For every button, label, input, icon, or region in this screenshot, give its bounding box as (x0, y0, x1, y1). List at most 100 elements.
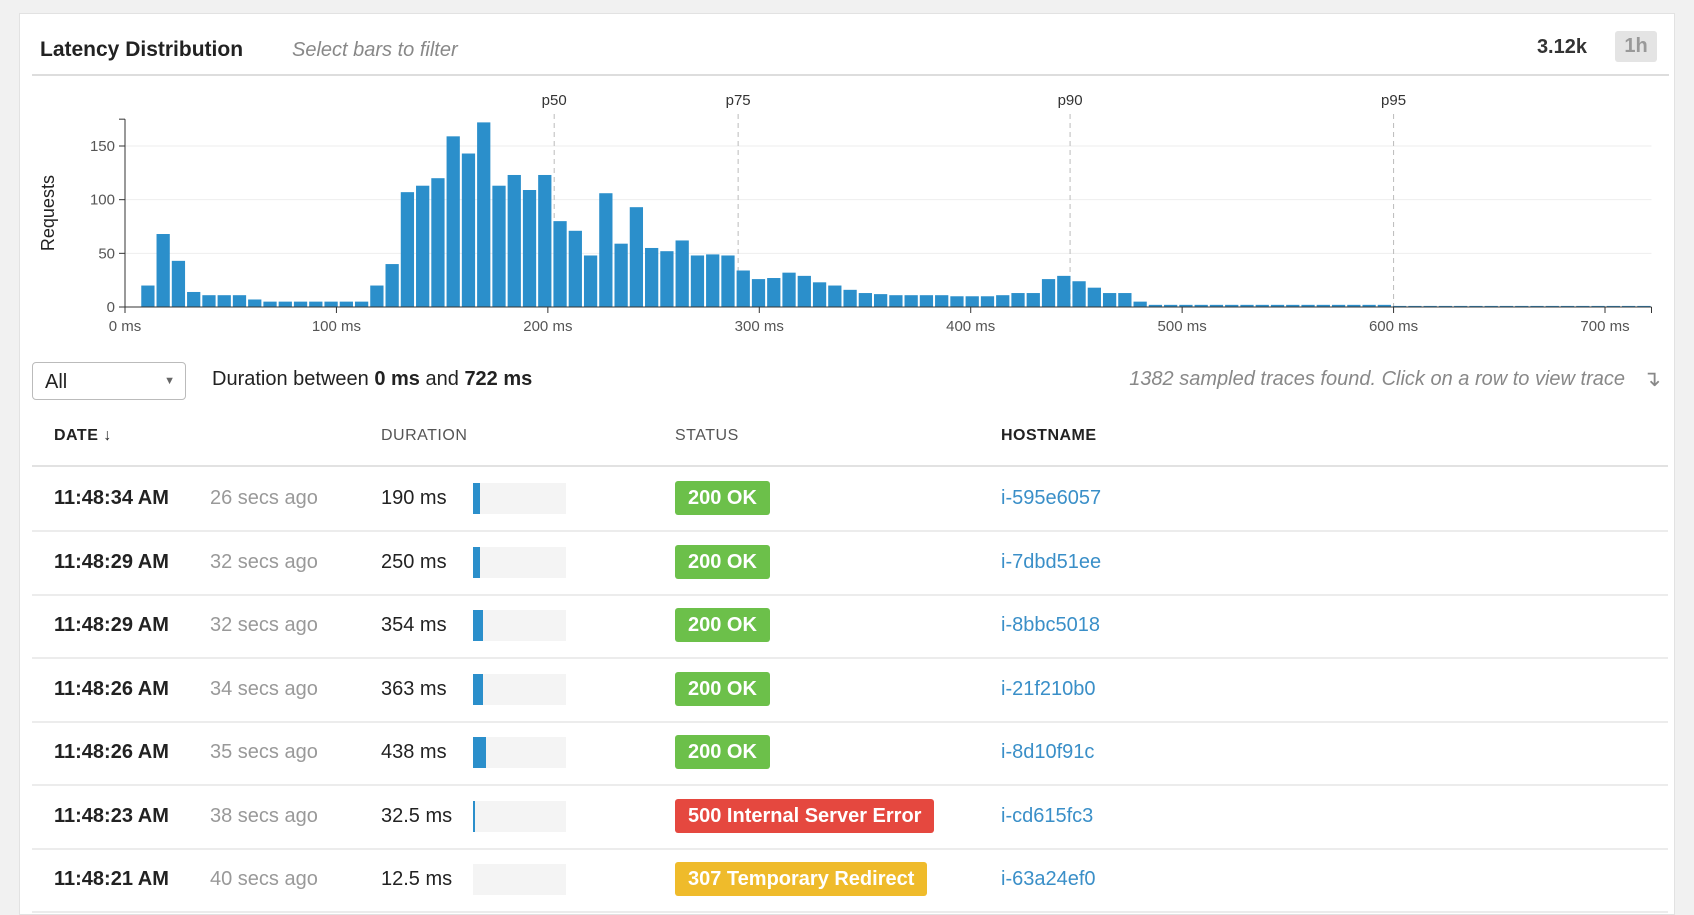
histogram-bar[interactable] (812, 282, 827, 307)
hostname-link[interactable]: i-8d10f91c (1001, 741, 1095, 763)
histogram-bar[interactable] (1576, 305, 1590, 307)
histogram-bar[interactable] (965, 296, 979, 307)
histogram-bar[interactable] (980, 296, 995, 307)
histogram-bar[interactable] (522, 190, 537, 307)
histogram-bar[interactable] (339, 301, 353, 307)
histogram-bar[interactable] (1225, 304, 1239, 307)
histogram-bar[interactable] (1591, 305, 1605, 307)
histogram-bar[interactable] (629, 207, 644, 307)
histogram-bar[interactable] (553, 221, 567, 307)
column-header-date[interactable]: DATE ↓ (54, 427, 112, 444)
histogram-bar[interactable] (278, 301, 292, 307)
histogram-bar[interactable] (1087, 287, 1101, 307)
histogram-bar[interactable] (950, 296, 964, 307)
time-range-button[interactable]: 1h (1615, 31, 1657, 62)
histogram-bar[interactable] (996, 295, 1010, 307)
histogram-bar[interactable] (935, 295, 949, 307)
histogram-bar[interactable] (171, 260, 186, 307)
histogram-bar[interactable] (1637, 305, 1651, 307)
column-header-status[interactable]: STATUS (675, 427, 739, 444)
column-header-hostname[interactable]: HOSTNAME (1001, 427, 1097, 444)
histogram-bar[interactable] (1423, 305, 1437, 307)
table-row[interactable]: 11:48:29 AM 32 secs ago 250 ms 200 OK i-… (32, 531, 1668, 596)
histogram-bar[interactable] (1102, 293, 1117, 307)
histogram-bar[interactable] (477, 122, 491, 308)
table-row[interactable]: 11:48:26 AM 35 secs ago 438 ms 200 OK i-… (32, 721, 1668, 786)
histogram-bar[interactable] (217, 295, 231, 307)
histogram-bar[interactable] (675, 240, 689, 307)
histogram-bar[interactable] (1011, 293, 1025, 307)
histogram-bar[interactable] (599, 193, 613, 307)
histogram-bar[interactable] (1377, 304, 1392, 307)
histogram-bar[interactable] (1331, 304, 1346, 307)
histogram-bar[interactable] (1362, 304, 1376, 307)
hostname-link[interactable]: i-8bbc5018 (1001, 614, 1100, 636)
histogram-bar[interactable] (1179, 304, 1193, 307)
histogram-bar[interactable] (416, 185, 430, 307)
status-filter-select[interactable]: All ▼ (32, 362, 186, 400)
histogram-bar[interactable] (1041, 279, 1056, 307)
histogram-bar[interactable] (202, 295, 216, 307)
histogram-bar[interactable] (1408, 305, 1422, 307)
histogram-bar[interactable] (706, 254, 720, 307)
histogram-bar[interactable] (904, 295, 918, 307)
histogram-bar[interactable] (919, 295, 934, 307)
hostname-link[interactable]: i-7dbd51ee (1001, 550, 1102, 573)
histogram-bar[interactable] (507, 174, 521, 307)
histogram-bar[interactable] (431, 178, 445, 307)
histogram-bar[interactable] (1515, 305, 1529, 307)
histogram-bar[interactable] (1316, 304, 1330, 307)
histogram-bar[interactable] (782, 272, 796, 307)
column-header-duration[interactable]: DURATION (381, 427, 468, 444)
histogram-bar[interactable] (721, 255, 735, 307)
histogram-bar[interactable] (843, 289, 857, 307)
hostname-link[interactable]: i-cd615fc3 (1001, 804, 1094, 827)
histogram-bar[interactable] (141, 285, 155, 307)
histogram-bar[interactable] (1133, 301, 1147, 307)
histogram-bar[interactable] (232, 295, 247, 307)
histogram-bar[interactable] (400, 192, 415, 307)
histogram-bar[interactable] (370, 285, 384, 307)
histogram-bar[interactable] (1606, 305, 1620, 307)
histogram-bar[interactable] (156, 234, 170, 307)
histogram-bar[interactable] (583, 255, 598, 307)
histogram-bar[interactable] (538, 174, 552, 307)
histogram-bar[interactable] (1545, 305, 1559, 307)
histogram-bar[interactable] (1621, 305, 1636, 307)
histogram-bar[interactable] (1255, 304, 1269, 307)
histogram-bar[interactable] (1026, 293, 1040, 307)
histogram-bar[interactable] (889, 295, 903, 307)
table-row[interactable]: 11:48:29 AM 32 secs ago 354 ms 200 OK i-… (32, 594, 1668, 659)
histogram-bar[interactable] (1270, 304, 1285, 307)
histogram-bar[interactable] (1469, 305, 1483, 307)
table-row[interactable]: 11:48:21 AM 40 secs ago 12.5 ms 307 Temp… (32, 848, 1668, 913)
table-row[interactable]: 11:48:26 AM 34 secs ago 363 ms 200 OK i-… (32, 658, 1668, 723)
histogram-bar[interactable] (385, 264, 399, 307)
histogram-bar[interactable] (1118, 293, 1132, 307)
histogram-bar[interactable] (248, 299, 262, 307)
histogram-bar[interactable] (1057, 275, 1071, 307)
histogram-bar[interactable] (1286, 304, 1300, 307)
histogram-bar[interactable] (1484, 305, 1498, 307)
histogram-bar[interactable] (1454, 305, 1468, 307)
table-row[interactable]: 11:48:23 AM 38 secs ago 32.5 ms 500 Inte… (32, 785, 1668, 850)
histogram-bar[interactable] (767, 278, 781, 307)
histogram-bar[interactable] (1148, 304, 1163, 307)
table-row[interactable]: 11:48:34 AM 26 secs ago 190 ms 200 OK i-… (32, 467, 1668, 532)
histogram-bar[interactable] (690, 255, 705, 307)
histogram-bar[interactable] (568, 230, 582, 307)
histogram-bar[interactable] (324, 301, 338, 307)
histogram-bar[interactable] (660, 251, 674, 307)
histogram-bar[interactable] (309, 301, 323, 307)
histogram-bar[interactable] (736, 270, 750, 307)
histogram-bar[interactable] (461, 153, 476, 307)
histogram-bar[interactable] (1209, 304, 1224, 307)
histogram-bar[interactable] (1194, 304, 1208, 307)
histogram-bar[interactable] (354, 301, 369, 307)
histogram-bar[interactable] (1164, 304, 1178, 307)
histogram-bar[interactable] (1347, 304, 1361, 307)
hostname-link[interactable]: i-595e6057 (1001, 487, 1102, 509)
histogram-bar[interactable] (187, 291, 201, 307)
histogram-bar[interactable] (1072, 281, 1086, 307)
histogram-bar[interactable] (797, 275, 811, 307)
